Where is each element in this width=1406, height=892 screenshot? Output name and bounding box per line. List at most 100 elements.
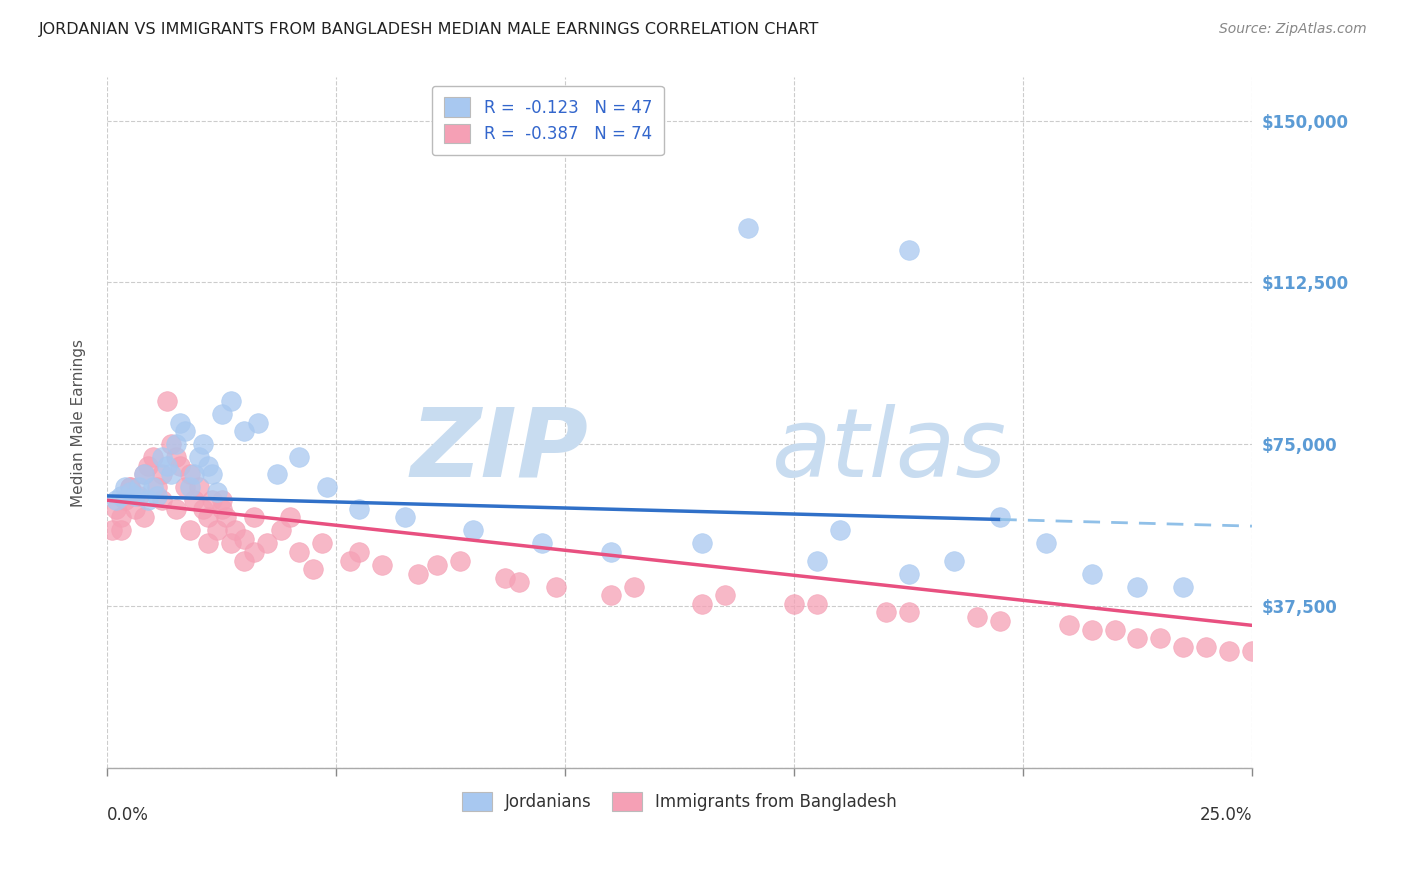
- Point: [1057, 618, 1080, 632]
- Point: [224, 524, 246, 538]
- Point: [136, 458, 159, 473]
- Point: [169, 458, 191, 473]
- Point: [201, 467, 224, 482]
- Point: [692, 597, 714, 611]
- Point: [132, 467, 155, 482]
- Y-axis label: Median Male Earnings: Median Male Earnings: [72, 339, 86, 507]
- Point: [233, 532, 256, 546]
- Point: [215, 510, 238, 524]
- Point: [183, 493, 205, 508]
- Point: [463, 524, 485, 538]
- Point: [110, 489, 132, 503]
- Point: [155, 394, 177, 409]
- Point: [242, 510, 264, 524]
- Point: [124, 489, 146, 503]
- Point: [110, 524, 132, 538]
- Point: [806, 554, 828, 568]
- Point: [233, 424, 256, 438]
- Point: [197, 458, 219, 473]
- Point: [828, 524, 851, 538]
- Point: [150, 450, 173, 464]
- Point: [150, 493, 173, 508]
- Point: [988, 510, 1011, 524]
- Point: [155, 458, 177, 473]
- Point: [1218, 644, 1240, 658]
- Point: [1173, 640, 1195, 654]
- Point: [205, 484, 228, 499]
- Point: [132, 467, 155, 482]
- Point: [110, 510, 132, 524]
- Point: [806, 597, 828, 611]
- Point: [160, 467, 183, 482]
- Point: [247, 416, 270, 430]
- Point: [174, 424, 197, 438]
- Point: [187, 450, 209, 464]
- Point: [211, 501, 233, 516]
- Point: [118, 484, 141, 499]
- Point: [714, 588, 737, 602]
- Text: ZIP: ZIP: [411, 404, 588, 497]
- Point: [266, 467, 288, 482]
- Point: [1126, 580, 1149, 594]
- Legend: Jordanians, Immigrants from Bangladesh: Jordanians, Immigrants from Bangladesh: [456, 786, 904, 818]
- Point: [179, 480, 201, 494]
- Point: [124, 501, 146, 516]
- Point: [179, 467, 201, 482]
- Point: [193, 437, 215, 451]
- Point: [897, 566, 920, 581]
- Point: [197, 536, 219, 550]
- Text: 25.0%: 25.0%: [1199, 805, 1251, 823]
- Point: [169, 416, 191, 430]
- Point: [943, 554, 966, 568]
- Point: [1195, 640, 1218, 654]
- Point: [599, 588, 621, 602]
- Point: [508, 575, 530, 590]
- Point: [201, 493, 224, 508]
- Point: [219, 536, 242, 550]
- Point: [371, 558, 394, 572]
- Point: [100, 524, 122, 538]
- Point: [114, 480, 136, 494]
- Point: [179, 524, 201, 538]
- Point: [783, 597, 806, 611]
- Point: [146, 489, 169, 503]
- Text: 0.0%: 0.0%: [107, 805, 149, 823]
- Point: [408, 566, 430, 581]
- Point: [311, 536, 333, 550]
- Point: [187, 480, 209, 494]
- Point: [114, 493, 136, 508]
- Point: [737, 221, 759, 235]
- Point: [128, 480, 150, 494]
- Point: [288, 545, 311, 559]
- Point: [495, 571, 517, 585]
- Point: [623, 580, 645, 594]
- Point: [449, 554, 471, 568]
- Text: JORDANIAN VS IMMIGRANTS FROM BANGLADESH MEDIAN MALE EARNINGS CORRELATION CHART: JORDANIAN VS IMMIGRANTS FROM BANGLADESH …: [39, 22, 820, 37]
- Point: [278, 510, 301, 524]
- Text: atlas: atlas: [770, 404, 1007, 497]
- Point: [165, 501, 187, 516]
- Point: [142, 450, 165, 464]
- Point: [394, 510, 416, 524]
- Point: [966, 609, 988, 624]
- Point: [315, 480, 337, 494]
- Point: [219, 394, 242, 409]
- Point: [897, 243, 920, 257]
- Point: [211, 493, 233, 508]
- Point: [875, 606, 897, 620]
- Point: [347, 545, 370, 559]
- Point: [339, 554, 361, 568]
- Point: [165, 450, 187, 464]
- Point: [1173, 580, 1195, 594]
- Point: [599, 545, 621, 559]
- Point: [1080, 566, 1102, 581]
- Point: [193, 501, 215, 516]
- Point: [1104, 623, 1126, 637]
- Point: [1240, 644, 1263, 658]
- Point: [205, 524, 228, 538]
- Point: [302, 562, 325, 576]
- Point: [531, 536, 554, 550]
- Point: [118, 480, 141, 494]
- Point: [988, 614, 1011, 628]
- Point: [174, 480, 197, 494]
